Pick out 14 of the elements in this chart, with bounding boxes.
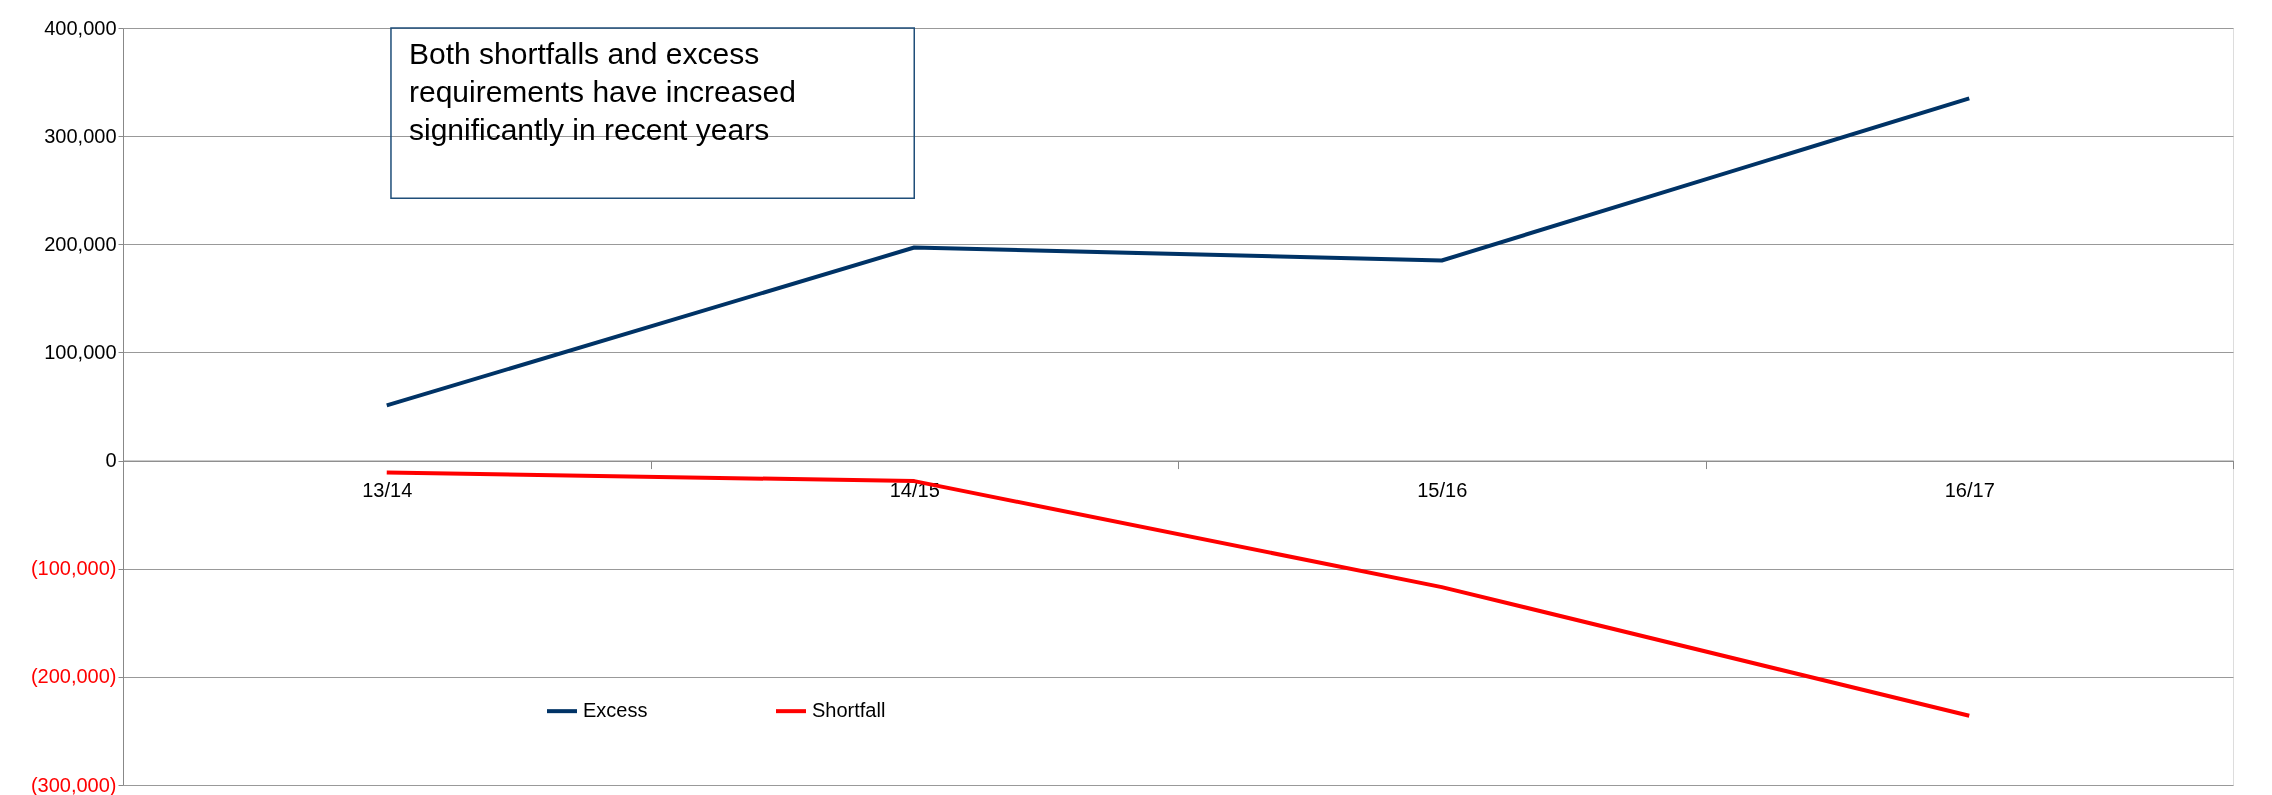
y-tick-label: (100,000) — [30, 557, 117, 580]
y-tick-label: 200,000 — [44, 232, 117, 255]
y-tick-label: (300,000) — [30, 773, 117, 795]
y-tick-label: 0 — [105, 449, 117, 472]
y-tick-label: 100,000 — [44, 340, 117, 363]
x-tick-label: 15/16 — [1417, 479, 1468, 502]
x-tick-label: 16/17 — [1944, 479, 1995, 502]
legend-label: Excess — [583, 699, 648, 722]
y-tick-label: 300,000 — [44, 124, 117, 147]
legend-label: Shortfall — [812, 699, 886, 722]
x-tick-label: 13/14 — [362, 479, 413, 502]
y-tick-label: (200,000) — [30, 665, 117, 688]
annotation: Both shortfalls and excess requirements have increased significantly in recent years — [408, 37, 796, 146]
y-tick-label: 400,000 — [44, 16, 117, 39]
